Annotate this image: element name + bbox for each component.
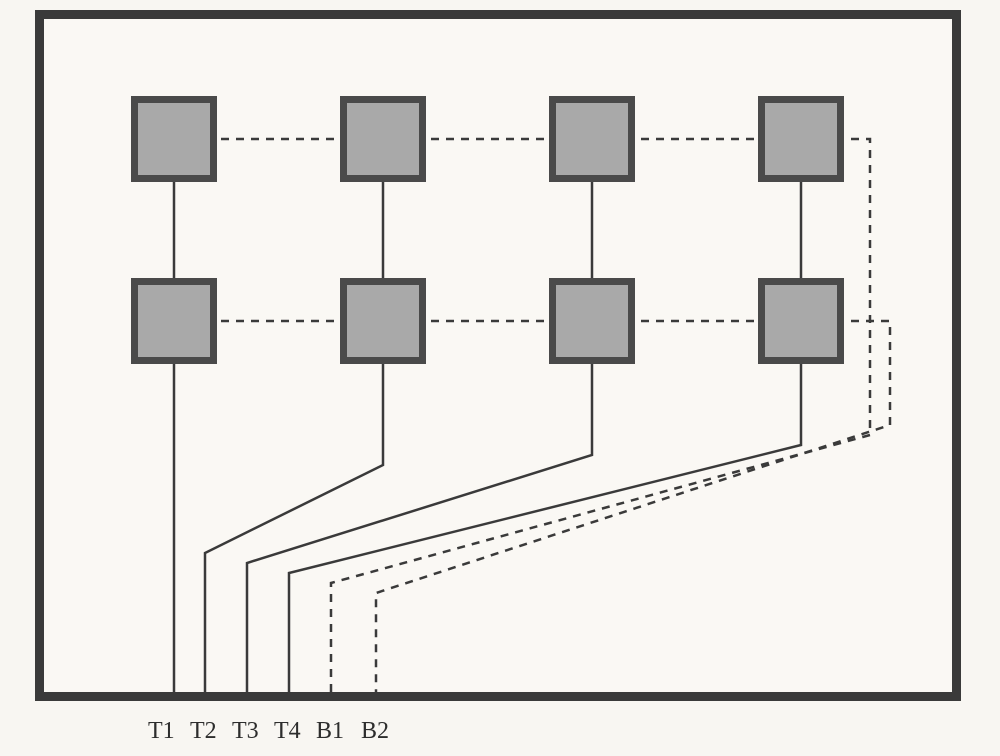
electrode-r2-c4	[758, 278, 844, 364]
terminal-label-b2: B2	[361, 718, 389, 745]
terminal-label-b1: B1	[316, 718, 344, 745]
electrode-r1-c3	[549, 96, 635, 182]
electrode-r1-c4	[758, 96, 844, 182]
electrode-r1-c1	[131, 96, 217, 182]
diagram-root: T1 T2 T3 T4 B1 B2	[0, 0, 1000, 756]
terminal-label-t1: T1	[148, 718, 175, 745]
terminal-label-t2: T2	[190, 718, 217, 745]
electrode-r2-c1	[131, 278, 217, 364]
electrode-r2-c3	[549, 278, 635, 364]
terminal-label-t4: T4	[274, 718, 301, 745]
terminal-label-t3: T3	[232, 718, 259, 745]
electrode-r1-c2	[340, 96, 426, 182]
electrode-r2-c2	[340, 278, 426, 364]
